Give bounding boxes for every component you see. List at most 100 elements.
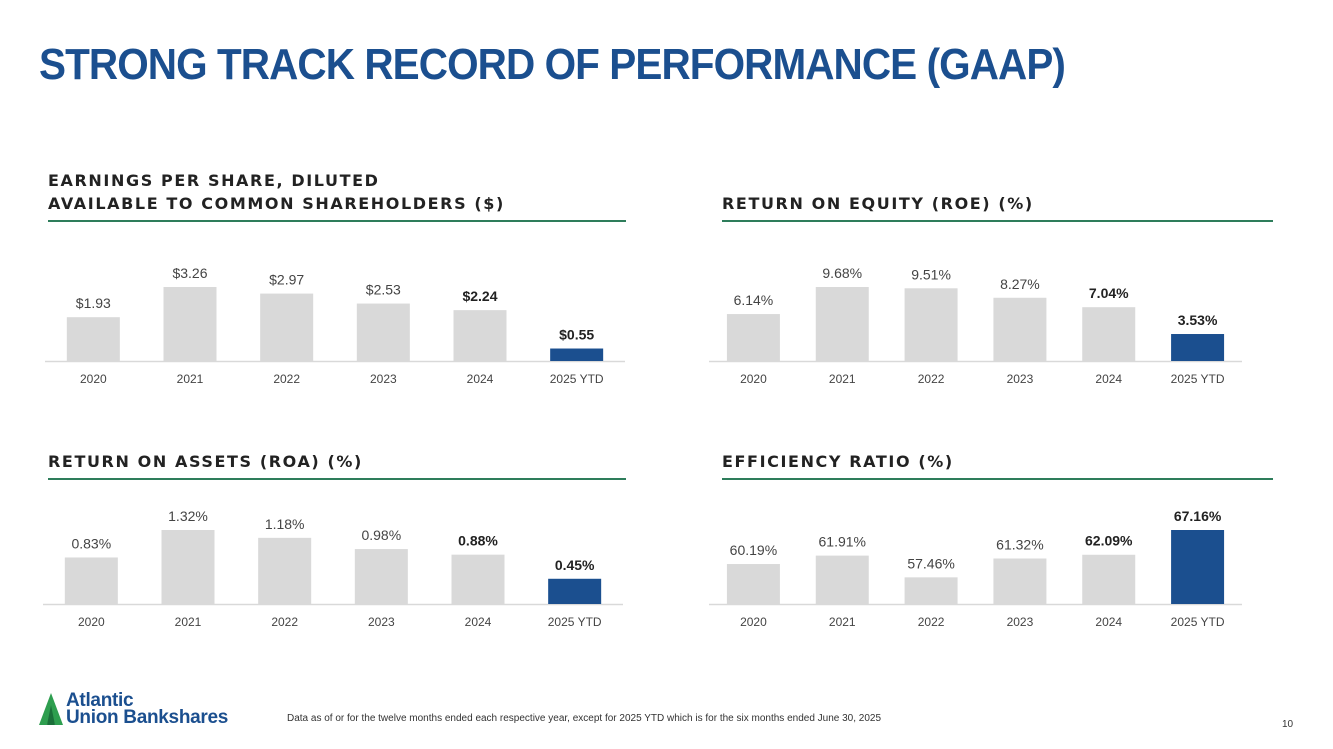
page-number: 10 xyxy=(1282,719,1294,730)
eps-category-label: 2021 xyxy=(177,372,204,386)
roa-data-label: 0.45% xyxy=(555,557,595,573)
roa-chart-title: RETURN ON ASSETS (ROA) (%) xyxy=(48,450,363,473)
efficiency-category-label: 2024 xyxy=(1095,615,1122,629)
eps-category-label: 2024 xyxy=(467,372,494,386)
efficiency-bar xyxy=(726,564,780,604)
eps-data-label: $3.26 xyxy=(172,265,207,281)
eps-bar xyxy=(453,310,507,361)
roa-panel: RETURN ON ASSETS (ROA) (%) xyxy=(48,423,628,473)
eps-title-line-1: EARNINGS PER SHARE, DILUTED xyxy=(48,171,380,190)
roa-category-label: 2022 xyxy=(271,615,298,629)
roe-bar xyxy=(1082,307,1136,361)
efficiency-data-label: 61.91% xyxy=(819,534,866,550)
efficiency-bar xyxy=(1082,554,1136,604)
roe-chart-title: RETURN ON EQUITY (ROE) (%) xyxy=(722,192,1034,215)
roa-bar xyxy=(354,549,408,604)
eps-category-label: 2022 xyxy=(273,372,300,386)
eps-data-label: $2.53 xyxy=(366,282,401,298)
efficiency-title-rule xyxy=(722,478,1273,480)
efficiency-title-line-1: EFFICIENCY RATIO (%) xyxy=(722,452,954,471)
eps-chart: $1.93 2020 $3.26 2021 $2.97 2022 $2.53 2023 $2.2… xyxy=(45,265,625,386)
roa-title-line-1: RETURN ON ASSETS (ROA) (%) xyxy=(48,452,363,471)
roe-bar xyxy=(726,314,780,361)
roa-data-label: 0.98% xyxy=(361,527,401,543)
roe-data-label: 9.68% xyxy=(822,265,862,281)
efficiency-data-label: 60.19% xyxy=(730,542,777,558)
roa-category-label: 2020 xyxy=(78,615,105,629)
eps-category-label: 2023 xyxy=(370,372,397,386)
eps-data-label: $0.55 xyxy=(559,327,594,343)
efficiency-category-label: 2020 xyxy=(740,615,767,629)
footnote: Data as of or for the twelve months ende… xyxy=(287,713,882,724)
eps-title-rule xyxy=(48,220,626,222)
efficiency-data-label: 67.16% xyxy=(1174,508,1222,524)
roe-category-label: 2023 xyxy=(1007,372,1034,386)
roe-title-rule xyxy=(722,220,1273,222)
roe-bar xyxy=(1171,334,1225,361)
roe-data-label: 9.51% xyxy=(911,266,951,282)
roa-data-label: 1.18% xyxy=(265,516,305,532)
roe-chart: 6.14% 2020 9.68% 2021 9.51% 2022 8.27% 2023 7.04… xyxy=(709,265,1242,386)
roe-title-line-1: RETURN ON EQUITY (ROE) (%) xyxy=(722,194,1034,213)
efficiency-category-label: 2023 xyxy=(1007,615,1034,629)
roe-data-label: 6.14% xyxy=(734,292,774,308)
efficiency-panel: EFFICIENCY RATIO (%) xyxy=(722,423,1302,473)
roe-data-label: 7.04% xyxy=(1089,285,1129,301)
roa-data-label: 1.32% xyxy=(168,508,208,524)
efficiency-data-label: 62.09% xyxy=(1085,533,1133,549)
eps-bar xyxy=(260,293,314,361)
eps-bar xyxy=(163,287,217,361)
roa-bar xyxy=(258,537,312,604)
roe-data-label: 3.53% xyxy=(1178,312,1218,328)
eps-chart-title: EARNINGS PER SHARE, DILUTED AVAILABLE TO… xyxy=(48,169,505,215)
roa-category-label: 2023 xyxy=(368,615,395,629)
roa-bar xyxy=(451,554,505,604)
eps-category-label: 2025 YTD xyxy=(550,372,604,386)
eps-bar xyxy=(356,303,410,361)
roa-bar xyxy=(161,530,215,604)
eps-data-label: $1.93 xyxy=(76,295,111,311)
roa-category-label: 2021 xyxy=(175,615,202,629)
roa-data-label: 0.88% xyxy=(458,533,498,549)
efficiency-chart-title: EFFICIENCY RATIO (%) xyxy=(722,450,954,473)
roe-bar xyxy=(904,288,958,361)
roe-category-label: 2020 xyxy=(740,372,767,386)
efficiency-data-label: 61.32% xyxy=(996,537,1043,553)
company-logo: Atlantic Union Bankshares xyxy=(38,691,258,731)
roe-category-label: 2021 xyxy=(829,372,856,386)
efficiency-chart: 60.19% 2020 61.91% 2021 57.46% 2022 61.32% 2023… xyxy=(709,508,1242,629)
roa-category-label: 2025 YTD xyxy=(548,615,602,629)
eps-bar xyxy=(66,317,120,361)
efficiency-bar xyxy=(1171,530,1225,604)
eps-panel: EARNINGS PER SHARE, DILUTED AVAILABLE TO… xyxy=(48,165,628,215)
eps-bar xyxy=(550,348,604,361)
roe-category-label: 2025 YTD xyxy=(1171,372,1225,386)
efficiency-bar xyxy=(993,558,1047,604)
efficiency-category-label: 2025 YTD xyxy=(1171,615,1225,629)
roe-bar xyxy=(993,297,1047,361)
roe-category-label: 2024 xyxy=(1095,372,1122,386)
efficiency-bar xyxy=(904,577,958,604)
page-title: STRONG TRACK RECORD OF PERFORMANCE (GAAP… xyxy=(39,40,1066,89)
efficiency-category-label: 2021 xyxy=(829,615,856,629)
roa-data-label: 0.83% xyxy=(71,535,111,551)
logo-line-1: Atlantic xyxy=(66,690,134,711)
logo-line-2: Union Bankshares xyxy=(66,707,229,728)
efficiency-data-label: 57.46% xyxy=(907,555,954,571)
roa-title-rule xyxy=(48,478,626,480)
efficiency-category-label: 2022 xyxy=(918,615,945,629)
roa-chart: 0.83% 2020 1.32% 2021 1.18% 2022 0.98% 2023 0.88… xyxy=(43,508,623,629)
atlantic-union-logo-icon xyxy=(39,693,63,725)
roa-bar xyxy=(64,557,118,604)
roa-bar xyxy=(548,578,602,604)
roe-panel: RETURN ON EQUITY (ROE) (%) xyxy=(722,165,1302,215)
roe-bar xyxy=(815,287,869,361)
efficiency-bar xyxy=(815,555,869,604)
roa-category-label: 2024 xyxy=(465,615,492,629)
logo-wordmark: Atlantic Union Bankshares xyxy=(66,690,229,728)
eps-title-line-2: AVAILABLE TO COMMON SHAREHOLDERS ($) xyxy=(48,194,505,213)
eps-data-label: $2.97 xyxy=(269,272,304,288)
eps-data-label: $2.24 xyxy=(462,288,497,304)
roe-category-label: 2022 xyxy=(918,372,945,386)
roe-data-label: 8.27% xyxy=(1000,276,1040,292)
